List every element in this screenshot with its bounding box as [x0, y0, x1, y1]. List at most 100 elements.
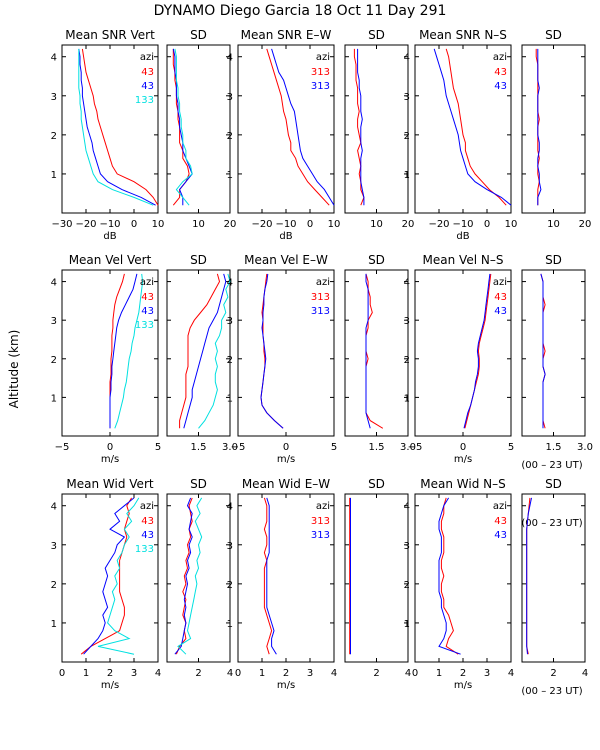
panel-title: Mean Vel E–W: [244, 253, 328, 267]
y-tick-label: 2: [404, 355, 410, 366]
legend-title: azi: [493, 277, 507, 288]
panel-13: Mean Wid Vert 1 2 3 4 0 1 2 3 4 m/s azi 43 43 133: [51, 477, 162, 691]
x-tick-label: −10: [99, 219, 120, 230]
panel-frame: [166, 269, 231, 437]
ut-note-row3: (00 – 23 UT): [521, 686, 582, 697]
series-line-313-1: [353, 48, 365, 206]
panel-18: SD 2 4: [521, 477, 588, 679]
figure-title: DYNAMO Diego Garcia 18 Oct 11 Day 291: [154, 3, 447, 19]
series-line-43-1: [179, 273, 221, 429]
series-line-43-2: [540, 273, 546, 429]
x-tick-label: 0: [460, 442, 466, 453]
x-tick-label: 10: [152, 219, 165, 230]
y-tick-label: 4: [51, 278, 57, 289]
legend-title: azi: [140, 501, 154, 512]
series-line-313-2: [365, 273, 371, 429]
x-tick-label: 3: [307, 668, 313, 679]
panel-3: Mean SNR E–W 1 2 3 4 −20 −10 0 10 dB azi 313 313: [227, 28, 341, 242]
panel-7: Mean Vel Vert 1 2 3 4 −5 0 5 m/s azi 43 43 133: [51, 253, 162, 465]
series-line-43-1: [81, 48, 159, 206]
panel-2: SD 10 20: [166, 28, 237, 230]
x-tick-label: −10: [452, 219, 473, 230]
y-tick-label: 2: [51, 580, 57, 591]
y-tick-label: 1: [51, 170, 57, 181]
legend-entry: 313: [311, 530, 330, 541]
x-tick-label: 3: [131, 668, 137, 679]
x-tick-label: −20: [251, 219, 272, 230]
panel-1: Mean SNR Vert 1 2 3 4 −30 −20 −10 0 10 dB azi 43 43 13…: [51, 28, 165, 242]
x-tick-label: 4: [508, 668, 514, 679]
series-line-43-2: [109, 273, 138, 429]
y-tick-label: 3: [51, 316, 57, 327]
series-line-43-1: [109, 273, 125, 429]
legend-entry: 43: [141, 81, 154, 92]
ut-note-row1: (00 – 23 UT): [521, 518, 582, 529]
x-axis-label: dB: [456, 231, 469, 242]
panel-frame: [521, 44, 586, 214]
x-tick-label: 20: [402, 219, 415, 230]
y-tick-label: 1: [404, 393, 410, 404]
y-tick-label: 4: [404, 53, 410, 64]
x-tick-label: −5: [231, 442, 246, 453]
series-line-43-2: [433, 48, 512, 206]
x-tick-label: 2: [460, 668, 466, 679]
y-tick-label: 2: [227, 580, 233, 591]
series-line-43-1: [440, 497, 459, 655]
x-tick-label: 0: [412, 668, 418, 679]
x-tick-label: 10: [505, 219, 518, 230]
series-line-313-1: [266, 48, 330, 206]
y-tick-label: 4: [51, 502, 57, 513]
y-tick-label: 3: [227, 316, 233, 327]
x-tick-label: 3.0: [577, 442, 593, 453]
y-tick-label: 4: [51, 53, 57, 64]
series-line-133-3: [177, 497, 203, 655]
x-axis-label: m/s: [101, 454, 119, 465]
x-tick-label: 3.0: [400, 442, 416, 453]
panel-16: SD 2 4: [344, 477, 411, 679]
panel-10: SD 1.5 3.0: [344, 253, 416, 453]
x-tick-label: 4: [582, 668, 588, 679]
x-axis-label: dB: [103, 231, 116, 242]
legend-entry: 43: [494, 530, 507, 541]
panel-8: SD 1.5 3.0: [166, 253, 238, 453]
panel-title: Mean Wid E–W: [242, 477, 330, 491]
y-tick-label: 4: [227, 502, 233, 513]
y-tick-label: 4: [227, 278, 233, 289]
x-tick-label: 0: [107, 442, 113, 453]
x-tick-label: 0: [59, 668, 65, 679]
series-line-313-2: [266, 497, 277, 655]
x-tick-label: 2: [195, 668, 201, 679]
legend-entry: 43: [494, 67, 507, 78]
panel-title: SD: [368, 477, 385, 491]
legend-entry: 133: [135, 95, 154, 106]
legend-entry: 43: [141, 530, 154, 541]
panel-4: SD 10 20: [344, 28, 415, 230]
x-tick-label: 20: [224, 219, 237, 230]
x-tick-label: 10: [192, 219, 205, 230]
series-line-43-2: [537, 48, 542, 206]
panel-title: Mean SNR N–S: [419, 28, 507, 42]
panel-title: Mean Wid Vert: [66, 477, 153, 491]
x-tick-label: 0: [307, 219, 313, 230]
x-tick-label: 1.5: [546, 442, 562, 453]
legend-entry: 313: [311, 81, 330, 92]
panel-11: Mean Vel N–S 1 2 3 4 −5 0 5 m/s azi 43 43: [404, 253, 515, 465]
legend-title: azi: [493, 501, 507, 512]
x-tick-label: 1: [83, 668, 89, 679]
x-tick-label: 10: [370, 219, 383, 230]
legend-entry: 43: [141, 516, 154, 527]
x-tick-label: 10: [328, 219, 341, 230]
x-tick-label: −30: [51, 219, 72, 230]
legend-title: azi: [316, 277, 330, 288]
series-line-43-2: [174, 497, 193, 655]
legend-title: azi: [493, 52, 507, 63]
panel-title: SD: [368, 28, 385, 42]
series-line-43-2: [463, 273, 491, 429]
series-line-313-2: [260, 273, 284, 429]
x-tick-label: 0: [484, 219, 490, 230]
x-tick-label: 1.5: [369, 442, 385, 453]
x-tick-label: −10: [275, 219, 296, 230]
panel-title: SD: [190, 28, 207, 42]
x-tick-label: 1: [436, 668, 442, 679]
